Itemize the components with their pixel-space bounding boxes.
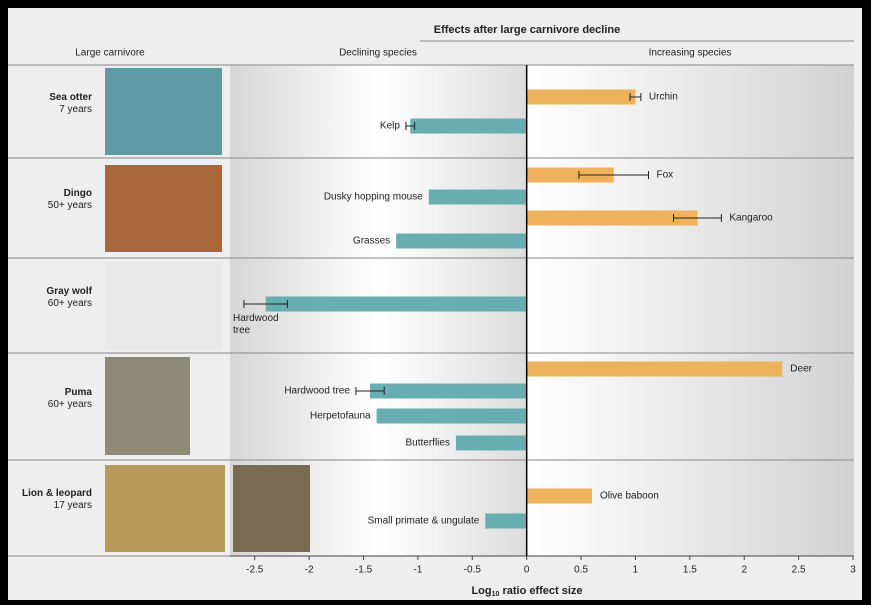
bar — [526, 210, 698, 226]
carnivore-name: Sea otter — [49, 91, 92, 103]
bar — [526, 167, 614, 183]
bar-label: Kangaroo — [729, 213, 773, 224]
bar-label: Herpetofauna — [310, 411, 371, 422]
x-tick-label: 2.5 — [792, 565, 806, 576]
carnivore-name: Gray wolf — [46, 285, 92, 297]
x-tick-label: 1.5 — [683, 565, 697, 576]
column-header: Declining species — [339, 48, 417, 59]
bar — [265, 296, 527, 312]
bar-label: Hardwood tree — [284, 386, 350, 397]
bar-label: Kelp — [380, 121, 400, 132]
bar-label: Olive baboon — [600, 491, 659, 502]
bar-label: Fox — [657, 170, 674, 181]
photo — [233, 465, 310, 552]
photo — [105, 68, 222, 155]
bar — [370, 383, 527, 399]
bar-label: Urchin — [649, 92, 678, 103]
bar-label: Dusky hopping mouse — [324, 192, 423, 203]
carnivore-name: Puma — [64, 386, 92, 398]
photo — [105, 262, 222, 350]
x-axis-label: Log10 ratio effect size — [471, 585, 582, 598]
column-header: Large carnivore — [75, 48, 145, 59]
bar — [410, 118, 527, 134]
bar — [526, 488, 592, 504]
photos — [105, 68, 310, 552]
x-tick-label: 1 — [633, 565, 639, 576]
x-tick-label: -0.5 — [464, 565, 482, 576]
x-tick-label: 2 — [741, 565, 747, 576]
bar — [455, 435, 527, 451]
x-tick-label: 0 — [524, 565, 530, 576]
bar-label: Butterflies — [406, 438, 450, 449]
increasing-panel — [527, 65, 854, 556]
bar — [376, 408, 527, 424]
carnivore-name: Dingo — [63, 188, 92, 199]
duration: 17 years — [53, 500, 92, 511]
x-tick-label: 3 — [850, 565, 856, 576]
bar-label: Grasses — [353, 236, 390, 247]
x-tick-label: -2 — [305, 565, 314, 576]
x-tick-label: -2.5 — [246, 565, 264, 576]
duration: 60+ years — [47, 297, 92, 309]
photo — [105, 357, 190, 455]
chart-title: Effects after large carnivore decline — [434, 24, 620, 36]
bar — [526, 89, 636, 105]
x-tick-label: -1.5 — [355, 565, 373, 576]
column-header: Increasing species — [649, 48, 732, 59]
photo — [105, 465, 225, 552]
duration: 7 years — [59, 103, 92, 115]
bar — [485, 513, 527, 529]
bar — [428, 189, 527, 205]
duration: 60+ years — [47, 398, 92, 410]
duration: 50+ years — [47, 200, 92, 211]
bar-label: Small primate & ungulate — [368, 516, 480, 527]
bar-label: Hardwood tree — [233, 313, 279, 336]
x-tick-label: 0.5 — [574, 565, 588, 576]
x-tick-label: -1 — [413, 565, 422, 576]
bar — [526, 361, 783, 377]
bar-label: Deer — [790, 364, 812, 375]
photo — [105, 165, 222, 252]
bar — [396, 233, 527, 249]
carnivore-name: Lion & leopard — [22, 488, 92, 499]
